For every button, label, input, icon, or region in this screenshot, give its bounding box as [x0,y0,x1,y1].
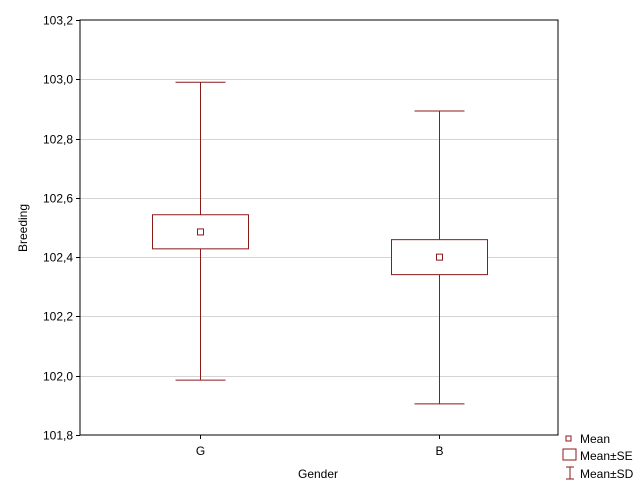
legend-mean-label: Mean [580,432,610,446]
x-tick-label: B [435,444,443,458]
box-group-g [152,81,249,381]
legend-sd-symbol [566,466,574,480]
box-group-b [391,110,488,405]
mean-marker [197,228,204,236]
plot-frame [79,19,559,436]
y-tick-label: 102,0 [43,370,73,384]
box-series [152,81,488,405]
legend: Mean Mean±SE Mean±SD [562,432,634,481]
legend-se-label: Mean±SE [580,449,633,463]
y-tick-label: 103,0 [43,73,73,87]
grid-lines [80,79,558,377]
mean-marker [436,253,443,261]
legend-sd-label: Mean±SD [580,467,634,481]
legend-mean-symbol [565,435,572,442]
y-tick-label: 102,8 [43,133,73,147]
y-tick-label: 103,2 [43,14,73,28]
y-tick-label: 101,8 [43,429,73,443]
y-tick-label: 102,4 [43,251,73,265]
x-axis-title: Gender [298,467,338,481]
y-tick-label: 102,6 [43,192,73,206]
y-axis-title: Breeding [16,204,30,252]
y-axis-ticks: 101,8 102,0 102,2 102,4 102,6 102,8 103,0 103,2 [43,14,80,443]
x-tick-label: G [196,444,205,458]
legend-se-symbol [562,448,577,461]
y-tick-label: 102,2 [43,310,73,324]
